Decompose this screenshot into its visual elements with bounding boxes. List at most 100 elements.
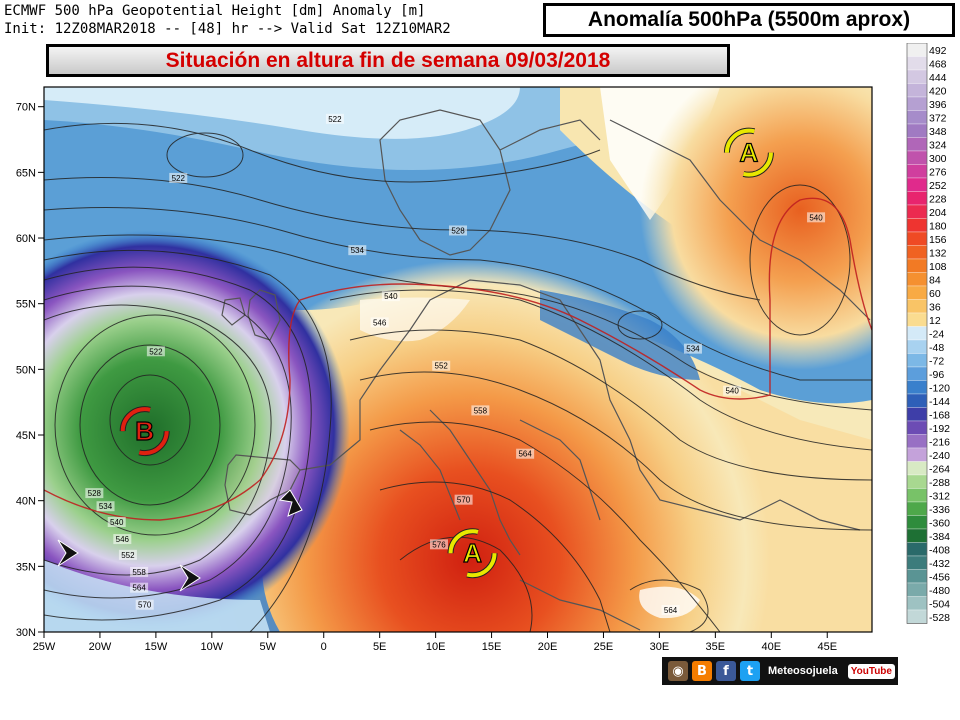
colorbar-label: -144: [929, 396, 950, 408]
weather-map: 70N 65N 60N 55N 50N 45N 40N 35N 30N 25W 20W 15W 10W 5…: [16, 86, 873, 653]
colorbar-label: -504: [929, 598, 950, 610]
colorbar-cell: [906, 69, 928, 84]
blogger-icon[interactable]: B: [692, 661, 712, 681]
contour-label: 576: [432, 540, 446, 549]
colorbar-cell: [906, 137, 928, 152]
facebook-icon[interactable]: f: [716, 661, 736, 681]
contour-label: 528: [88, 489, 102, 498]
colorbar-cell: [906, 43, 928, 57]
colorbar-label: -480: [929, 585, 950, 597]
contour-label: 522: [328, 115, 342, 124]
height-contours: [44, 122, 872, 632]
contour-label: 534: [351, 246, 365, 255]
map-frame: [43, 86, 873, 633]
lon-label: 45E: [817, 641, 837, 653]
lat-label: 40N: [16, 496, 36, 508]
high-pressure-icon: A: [447, 528, 498, 579]
colorbar-cell: [906, 339, 928, 354]
colorbar-cell: [906, 231, 928, 246]
flow-arrow-icon: [179, 564, 201, 592]
pressure-letter: A: [463, 538, 482, 568]
contour-label: 546: [373, 318, 387, 327]
colorbar-cell: [906, 407, 928, 422]
contour-label: 564: [518, 450, 532, 459]
colorbar-label: 420: [929, 85, 947, 97]
colorbar-cell: [906, 353, 928, 368]
youtube-icon[interactable]: YouTube: [847, 663, 895, 679]
colorbar-cell: [906, 110, 928, 125]
contour-label-bg: [370, 317, 389, 328]
lon-label: 10E: [426, 641, 446, 653]
instagram-icon[interactable]: ◉: [668, 661, 688, 681]
contour-label-bg: [454, 494, 473, 505]
colorbar-cell: [906, 326, 928, 341]
colorbar-label: 252: [929, 180, 947, 192]
subtitle: Situación en altura fin de semana 09/03/…: [165, 48, 611, 72]
colorbar-cell: [906, 83, 928, 98]
colorbar-cell: [906, 56, 928, 71]
colorbar-label: 204: [929, 207, 947, 219]
540-dm-contour: [44, 197, 872, 521]
colorbar-cell: [906, 258, 928, 273]
lat-label: 50N: [16, 364, 36, 376]
contour-label-bg: [723, 385, 742, 396]
colorbar: 4924684444203963723483243002762522282041…: [906, 43, 950, 624]
colorbar-cell: [906, 420, 928, 435]
colorbar-label: 132: [929, 247, 947, 259]
contour-label: 558: [132, 568, 146, 577]
lon-label: 15E: [482, 641, 502, 653]
colorbar-label: 276: [929, 166, 947, 178]
lon-label: 35E: [706, 641, 726, 653]
contour-label-bg: [113, 534, 132, 545]
lat-label: 70N: [16, 102, 36, 114]
contour-label: 534: [686, 345, 700, 354]
contour-label: 552: [435, 362, 449, 371]
colorbar-label: -216: [929, 436, 950, 448]
anomaly-title: Anomalía 500hPa (5500m aprox): [587, 8, 911, 31]
colorbar-cell: [906, 542, 928, 557]
contour-label-bg: [85, 488, 104, 499]
colorbar-label: 228: [929, 193, 947, 205]
colorbar-cell: [906, 393, 928, 408]
lon-label: 40E: [762, 641, 782, 653]
anomaly-title-box: Anomalía 500hPa (5500m aprox): [543, 3, 955, 37]
contour-label: 564: [132, 584, 146, 593]
colorbar-label: -264: [929, 463, 950, 475]
colorbar-labels: 4924684444203963723483243002762522282041…: [929, 45, 950, 624]
colorbar-label: -24: [929, 328, 944, 340]
contour-label-bg: [348, 245, 367, 256]
contour-label-bg: [661, 604, 680, 615]
colorbar-cells: [906, 43, 928, 624]
colorbar-cell: [906, 191, 928, 206]
colorbar-cell: [906, 177, 928, 192]
colorbar-label: -72: [929, 355, 944, 367]
colorbar-label: 492: [929, 45, 947, 57]
lon-label: 25E: [594, 641, 614, 653]
colorbar-cell: [906, 380, 928, 395]
lat-label: 45N: [16, 430, 36, 442]
lat-label: 35N: [16, 561, 36, 573]
colorbar-label: 60: [929, 288, 941, 300]
colorbar-label: -168: [929, 409, 950, 421]
colorbar-cell: [906, 515, 928, 530]
contour-label-bg: [432, 360, 451, 371]
grid-labels: 70N 65N 60N 55N 50N 45N 40N 35N 30N 25W 20W 15W 10W 5…: [16, 102, 837, 653]
colorbar-label: -120: [929, 382, 950, 394]
lat-label: 30N: [16, 627, 36, 639]
contour-label: 540: [809, 213, 823, 222]
contour-label-bg: [381, 291, 400, 302]
colorbar-label: -528: [929, 612, 950, 624]
twitter-icon[interactable]: t: [740, 661, 760, 681]
contour-label: 558: [474, 406, 488, 415]
colorbar-cell: [906, 447, 928, 462]
colorbar-cell: [906, 245, 928, 260]
colorbar-label: -96: [929, 369, 944, 381]
colorbar-cell: [906, 204, 928, 219]
contour-label-bg: [107, 517, 126, 527]
colorbar-cell: [906, 528, 928, 543]
colorbar-label: -288: [929, 477, 950, 489]
contour-label: 534: [99, 502, 113, 511]
contour-label-bg: [325, 113, 344, 124]
contour-label: 564: [664, 606, 678, 615]
colorbar-label: -456: [929, 571, 950, 583]
